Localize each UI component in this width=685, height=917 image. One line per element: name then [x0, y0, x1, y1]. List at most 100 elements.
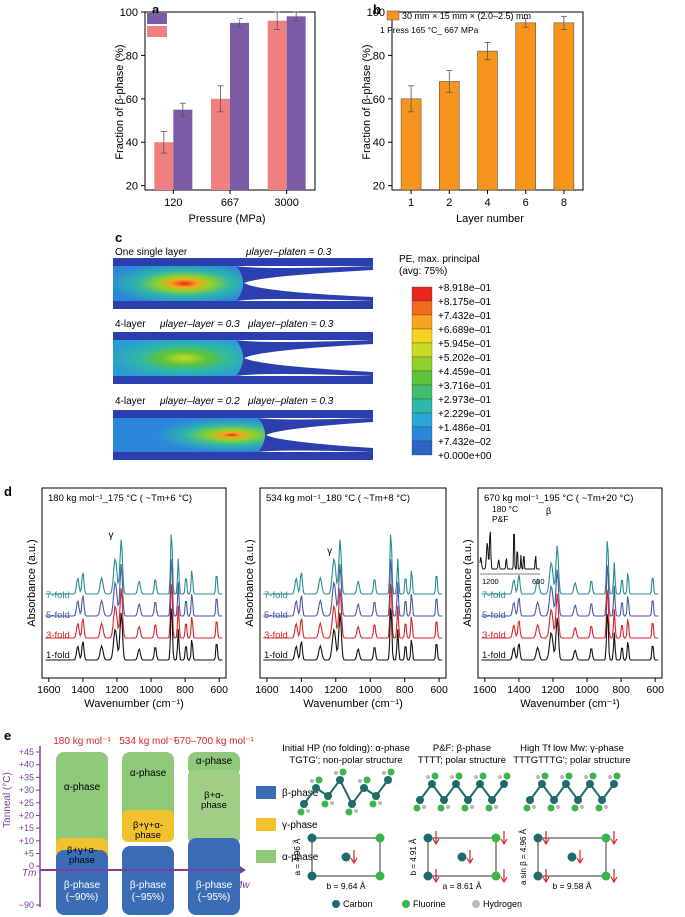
- e-fluorine-atom: [589, 772, 597, 780]
- e-hydrogen-atom: [470, 805, 474, 809]
- e-column-head: 670–700 kg mol⁻¹: [174, 736, 254, 747]
- d-xtick-label: 600: [210, 684, 228, 696]
- e-hydrogen-atom: [604, 805, 608, 809]
- e-cell-dim: b = 9.58 Å: [553, 881, 592, 891]
- d-xtick-label: 600: [646, 684, 664, 696]
- d-fold-label: 3-fold: [264, 630, 288, 641]
- d-fold-label: 1-fold: [264, 650, 288, 661]
- d-spectrum-line: [481, 565, 659, 617]
- panel-b-note: 1 Press 165 °C_ 667 MPa: [380, 25, 479, 35]
- d-xtick-label: 1400: [290, 684, 314, 696]
- contour-swatch: [411, 300, 433, 316]
- d-xlabel: Wavenumber (cm⁻¹): [303, 698, 403, 710]
- e-fluorine-atom: [437, 804, 445, 812]
- panel-b-xlabel: Layer number: [456, 213, 524, 225]
- d-fold-label: 1-fold: [46, 650, 70, 661]
- panel-c-letter: c: [115, 230, 122, 245]
- panel-a-ylabel: Fraction of β-phase (%): [114, 44, 126, 159]
- e-bottom-label: β-phase: [130, 880, 167, 891]
- e-fluorine-atom: [523, 804, 531, 812]
- b-xtick-label: 6: [523, 197, 529, 209]
- e-carbon-atom: [526, 796, 534, 804]
- e-dipole-arrow: [432, 831, 440, 846]
- e-carbon-atom: [464, 796, 472, 804]
- e-unit-cell: [537, 837, 607, 877]
- b-ytick-label: 20: [373, 181, 385, 193]
- contour-value: +8.918e–01: [438, 283, 492, 294]
- e-hydrogen-atom: [310, 779, 314, 783]
- e-fluorine-atom: [431, 772, 439, 780]
- d-xtick-label: 1200: [324, 684, 348, 696]
- e-cell-dim: b = 9.64 Å: [327, 881, 366, 891]
- e-fluorine-atom: [363, 776, 371, 784]
- e-mid-label: phase: [201, 800, 227, 811]
- b-bar: [553, 22, 575, 191]
- e-legend-swatch: [256, 818, 276, 831]
- d-xtick-label: 1000: [139, 684, 163, 696]
- e-ytick-label: +45: [19, 747, 34, 757]
- e-atom-legend-dot: [472, 900, 480, 908]
- e-hydrogen-atom: [474, 775, 478, 779]
- e-fluorine-atom: [455, 772, 463, 780]
- d-title: 180 kg mol⁻¹_175 °C ( ~Tm+6 °C): [48, 493, 192, 504]
- e-hydrogen-atom: [580, 805, 584, 809]
- e-carbon-atom: [384, 776, 392, 784]
- d-spectrum-line: [263, 608, 443, 661]
- a-ytick-label: 40: [126, 137, 138, 149]
- e-beta-block: [56, 850, 108, 915]
- e-hydrogen-atom: [584, 775, 588, 779]
- panel-e-diagram: +45 +40 +35 +30 +25 +20 +15 +10 +5 0 −90 Tanneal (°…: [2, 736, 631, 915]
- e-fluorine-atom: [315, 776, 323, 784]
- d-inset-tick: 1200: [482, 577, 499, 586]
- contour-swatch: [411, 412, 433, 428]
- d-spectrum-line: [481, 540, 659, 595]
- d-xtick-label: 1000: [359, 684, 383, 696]
- contour-value: +6.689e–01: [438, 325, 492, 336]
- sim2-mesh: [113, 332, 373, 384]
- e-cell-site: [491, 833, 501, 843]
- e-carbon-atom: [488, 796, 496, 804]
- panel-d-letter: d: [4, 484, 12, 499]
- e-struct-title: High Tf low Mw: γ-phase: [520, 743, 624, 754]
- contour-swatch: [411, 328, 433, 344]
- e-beta-block: [188, 838, 240, 915]
- e-ytick-label: −90: [19, 900, 34, 910]
- b-bar: [400, 98, 422, 191]
- e-bottom-label: β-phase: [196, 880, 233, 891]
- e-hydrogen-atom: [378, 801, 382, 805]
- e-dipole-arrow: [500, 869, 508, 884]
- e-fluorine-atom: [321, 800, 329, 808]
- e-ytick-label: +15: [19, 823, 34, 833]
- a-bar: [286, 16, 306, 191]
- e-ytick-label: +40: [19, 760, 34, 770]
- e-mid-label: β+γ+α-: [133, 820, 163, 831]
- d-fold-label: 5-fold: [482, 610, 506, 621]
- d-inset-beta: β: [546, 506, 551, 516]
- e-fluorine-atom: [297, 808, 305, 816]
- e-ytick-label: +30: [19, 785, 34, 795]
- e-cell-site: [341, 852, 351, 862]
- d-title: 534 kg mol⁻¹_180 °C ( ~Tm+8 °C): [266, 493, 410, 504]
- e-ytick-label: 0: [29, 861, 34, 871]
- e-fluorine-atom: [541, 772, 549, 780]
- e-column-head: 180 kg mol⁻¹: [53, 736, 111, 747]
- panel-b-letter: b: [373, 2, 381, 17]
- e-beta-alpha-block: [188, 770, 240, 844]
- e-hydrogen-atom: [334, 771, 338, 775]
- e-struct-title: Initial HP (no folding): α-phase: [282, 743, 410, 754]
- e-struct-subtitle: TTTGTTTG′; polar structure: [513, 755, 630, 766]
- e-struct-subtitle: TGTG′; non-polar structure: [289, 755, 402, 766]
- d-spectrum-line: [263, 559, 443, 617]
- contour-swatch: [411, 384, 433, 400]
- e-dipole-arrow: [350, 850, 358, 865]
- e-hydrogen-atom: [532, 805, 536, 809]
- e-mw-label: Mw: [234, 880, 250, 891]
- e-legend-swatch: [256, 786, 276, 799]
- e-mid-label: β+γ+α-: [67, 845, 97, 856]
- contour-value: +2.973e–01: [438, 395, 492, 406]
- legend-swatch-single: [147, 26, 167, 37]
- e-top-label: α-phase: [64, 782, 101, 793]
- e-fluorine-atom: [369, 800, 377, 808]
- e-carbon-atom: [348, 800, 356, 808]
- e-carbon-atom: [360, 784, 368, 792]
